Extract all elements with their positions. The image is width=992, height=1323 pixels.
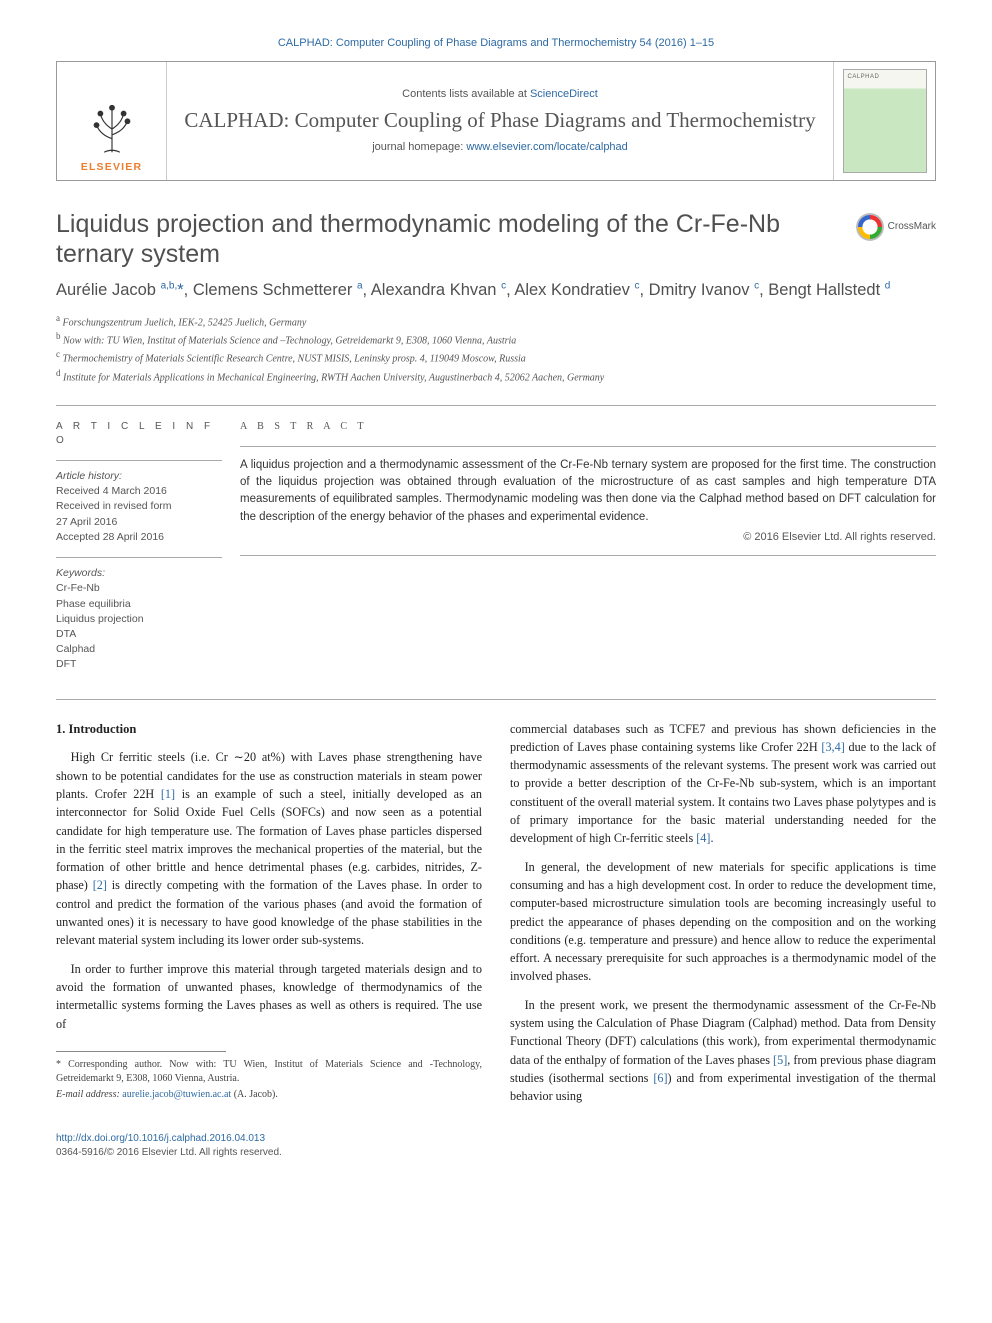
body-text: due to the lack of thermodynamic assessm… <box>510 740 936 845</box>
article-history-label: Article history: <box>56 470 122 482</box>
elsevier-tree-icon <box>83 100 141 158</box>
author-email[interactable]: aurelie.jacob@tuwien.ac.at <box>122 1089 231 1100</box>
citation-link[interactable]: [5] <box>773 1053 787 1067</box>
rule-info-1 <box>56 460 222 461</box>
keyword: Phase equilibria <box>56 597 222 612</box>
history-line: Received in revised form <box>56 500 172 512</box>
body-text: is directly competing with the formation… <box>56 878 482 947</box>
affiliation-line: b Now with: TU Wien, Institut of Materia… <box>56 330 936 348</box>
email-attribution: (A. Jacob). <box>231 1089 278 1100</box>
citation-link[interactable]: [1] <box>161 787 175 801</box>
affiliation-line: d Institute for Materials Applications i… <box>56 367 936 385</box>
journal-center: Contents lists available at ScienceDirec… <box>167 62 833 180</box>
contents-prefix: Contents lists available at <box>402 88 530 100</box>
affiliations: a Forschungszentrum Juelich, IEK-2, 5242… <box>56 312 936 385</box>
rule-info-2 <box>56 557 222 558</box>
keyword: Cr-Fe-Nb <box>56 581 222 596</box>
journal-cover-cell <box>833 62 935 180</box>
crossmark-label: CrossMark <box>888 220 936 234</box>
rule-above-info <box>56 405 936 406</box>
homepage-prefix: journal homepage: <box>372 141 466 153</box>
history-line: Accepted 28 April 2016 <box>56 531 164 543</box>
citation-link[interactable]: [6] <box>653 1071 667 1085</box>
crossmark-icon <box>856 213 884 241</box>
body-text: is an example of such a steel, initially… <box>56 787 482 892</box>
body-para: High Cr ferritic steels (i.e. Cr ∼20 at%… <box>56 748 482 949</box>
body-para: In order to further improve this materia… <box>56 960 482 1033</box>
doi-link[interactable]: http://dx.doi.org/10.1016/j.calphad.2016… <box>56 1133 265 1144</box>
keywords-block: Keywords: Cr-Fe-Nb Phase equilibria Liqu… <box>56 566 222 673</box>
abstract-copyright: © 2016 Elsevier Ltd. All rights reserved… <box>240 530 936 545</box>
journal-title: CALPHAD: Computer Coupling of Phase Diag… <box>184 108 815 132</box>
body-two-column: 1. Introduction High Cr ferritic steels … <box>56 720 936 1116</box>
authors-line: Aurélie Jacob a,b,*, Clemens Schmetterer… <box>56 279 936 301</box>
body-para: In general, the development of new mater… <box>510 858 936 986</box>
body-para: In the present work, we present the ther… <box>510 996 936 1106</box>
email-line: E-mail address: aurelie.jacob@tuwien.ac.… <box>56 1088 482 1102</box>
article-info-column: A R T I C L E I N F O Article history: R… <box>56 420 240 685</box>
page-footer: http://dx.doi.org/10.1016/j.calphad.2016… <box>56 1132 936 1160</box>
affiliation-line: c Thermochemistry of Materials Scientifi… <box>56 348 936 366</box>
contents-lists-line: Contents lists available at ScienceDirec… <box>402 87 598 102</box>
body-text: . <box>710 831 713 845</box>
sciencedirect-link[interactable]: ScienceDirect <box>530 88 598 100</box>
corresponding-author-note: * Corresponding author. Now with: TU Wie… <box>56 1058 482 1086</box>
publisher-wordmark: ELSEVIER <box>81 160 143 175</box>
keyword: DFT <box>56 657 222 672</box>
publisher-cell: ELSEVIER <box>57 62 167 180</box>
body-para: commercial databases such as TCFE7 and p… <box>510 720 936 848</box>
keyword: DTA <box>56 627 222 642</box>
abstract-text: A liquidus projection and a thermodynami… <box>240 457 936 526</box>
article-info-head: A R T I C L E I N F O <box>56 420 222 448</box>
history-line: Received 4 March 2016 <box>56 485 167 497</box>
footnote-rule <box>56 1051 226 1052</box>
keywords-label: Keywords: <box>56 567 105 579</box>
abstract-head: A B S T R A C T <box>240 420 936 434</box>
rule-below-info <box>56 699 936 700</box>
running-head: CALPHAD: Computer Coupling of Phase Diag… <box>56 36 936 51</box>
citation-link[interactable]: [3,4] <box>821 740 844 754</box>
affiliation-line: a Forschungszentrum Juelich, IEK-2, 5242… <box>56 312 936 330</box>
rule-abs-1 <box>240 446 936 447</box>
abstract-column: A B S T R A C T A liquidus projection an… <box>240 420 936 685</box>
history-line: 27 April 2016 <box>56 516 117 528</box>
citation-link[interactable]: [4] <box>696 831 710 845</box>
citation-link[interactable]: [2] <box>93 878 107 892</box>
journal-homepage-line: journal homepage: www.elsevier.com/locat… <box>372 140 628 155</box>
keyword: Calphad <box>56 642 222 657</box>
footnotes: * Corresponding author. Now with: TU Wie… <box>56 1058 482 1102</box>
section-heading-intro: 1. Introduction <box>56 720 482 739</box>
journal-homepage-link[interactable]: www.elsevier.com/locate/calphad <box>466 141 627 153</box>
article-history-block: Article history: Received 4 March 2016 R… <box>56 469 222 545</box>
body-text: In order to further improve this materia… <box>56 962 482 1031</box>
issn-line: 0364-5916/© 2016 Elsevier Ltd. All right… <box>56 1147 282 1158</box>
rule-abs-2 <box>240 555 936 556</box>
email-label: E-mail address: <box>56 1089 122 1100</box>
keyword: Liquidus projection <box>56 612 222 627</box>
article-title: Liquidus projection and thermodynamic mo… <box>56 209 840 269</box>
crossmark-widget[interactable]: CrossMark <box>856 213 936 241</box>
journal-cover-thumb <box>843 69 927 173</box>
journal-header: ELSEVIER Contents lists available at Sci… <box>56 61 936 181</box>
